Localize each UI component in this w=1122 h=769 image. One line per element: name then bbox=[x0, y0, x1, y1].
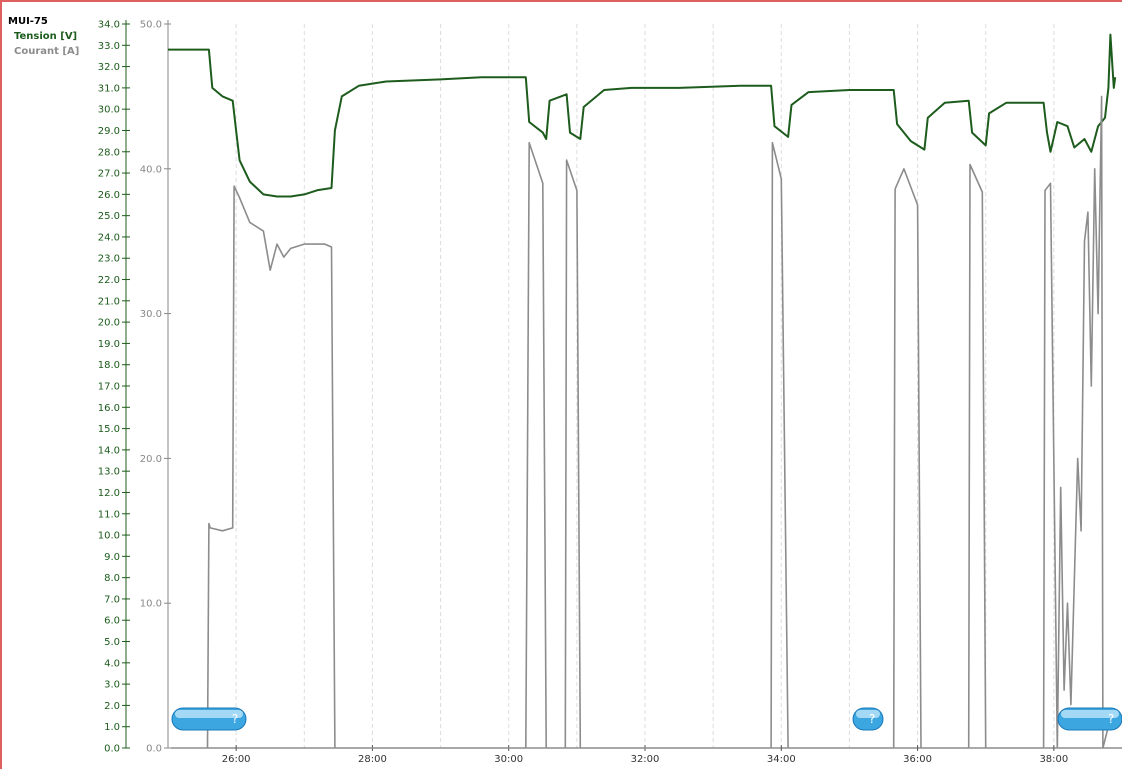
tension-tick-label: 32.0 bbox=[98, 62, 120, 73]
tension-tick-label: 13.0 bbox=[98, 467, 120, 478]
tension-series-line[interactable] bbox=[168, 33, 1117, 198]
tension-tick-label: 9.0 bbox=[104, 552, 120, 563]
courant-series-line[interactable] bbox=[206, 95, 1116, 749]
courant-tick-label: 10.0 bbox=[140, 599, 162, 610]
tension-tick-label: 20.0 bbox=[98, 318, 120, 329]
tension-tick-label: 22.0 bbox=[98, 275, 120, 286]
time-tick-label: 38:00 bbox=[1039, 754, 1068, 765]
tension-tick-label: 3.0 bbox=[104, 680, 120, 691]
tension-tick-label: 5.0 bbox=[104, 637, 120, 648]
time-tick-label: 32:00 bbox=[631, 754, 660, 765]
tension-tick-label: 19.0 bbox=[98, 339, 120, 350]
tension-tick-label: 17.0 bbox=[98, 382, 120, 393]
tension-tick-label: 2.0 bbox=[104, 701, 120, 712]
tension-tick-label: 26.0 bbox=[98, 190, 120, 201]
tension-tick-label: 23.0 bbox=[98, 254, 120, 265]
courant-tick-label: 50.0 bbox=[140, 20, 162, 31]
device-label: MUI-75 bbox=[8, 16, 48, 27]
legend-courant[interactable]: Courant [A] bbox=[14, 46, 80, 57]
tension-tick-label: 24.0 bbox=[98, 232, 120, 243]
tension-tick-label: 10.0 bbox=[98, 531, 120, 542]
courant-tick-label: 20.0 bbox=[140, 454, 162, 465]
tension-tick-label: 6.0 bbox=[104, 616, 120, 627]
legend-tension[interactable]: Tension [V] bbox=[14, 31, 78, 42]
chart-legend: MUI-75 Tension [V] Courant [A] bbox=[8, 14, 79, 59]
tension-tick-label: 1.0 bbox=[104, 722, 120, 733]
event-marker-icon-shine bbox=[856, 710, 880, 718]
courant-tick-label: 30.0 bbox=[140, 309, 162, 320]
time-tick-label: 30:00 bbox=[494, 754, 523, 765]
tension-tick-label: 30.0 bbox=[98, 105, 120, 116]
tension-tick-label: 14.0 bbox=[98, 445, 120, 456]
tension-tick-label: 29.0 bbox=[98, 126, 120, 137]
tension-tick-label: 11.0 bbox=[98, 509, 120, 520]
event-marker-icon-shine bbox=[175, 710, 243, 718]
tension-tick-label: 7.0 bbox=[104, 594, 120, 605]
tension-tick-label: 0.0 bbox=[104, 744, 120, 755]
time-tick-label: 36:00 bbox=[903, 754, 932, 765]
tension-tick-label: 31.0 bbox=[98, 83, 120, 94]
tension-tick-label: 15.0 bbox=[98, 424, 120, 435]
event-marker-icon-question-icon: ? bbox=[232, 712, 238, 726]
tension-tick-label: 12.0 bbox=[98, 488, 120, 499]
tension-tick-label: 16.0 bbox=[98, 403, 120, 414]
time-tick-label: 28:00 bbox=[358, 754, 387, 765]
event-marker-icon-question-icon: ? bbox=[1108, 712, 1114, 726]
event-marker-icon-question-icon: ? bbox=[869, 712, 875, 726]
tension-tick-label: 33.0 bbox=[98, 41, 120, 52]
tension-tick-label: 28.0 bbox=[98, 147, 120, 158]
time-tick-label: 34:00 bbox=[767, 754, 796, 765]
tension-tick-label: 34.0 bbox=[98, 20, 120, 31]
event-marker-icon-shine bbox=[1061, 710, 1119, 718]
tension-tick-label: 8.0 bbox=[104, 573, 120, 584]
tension-tick-label: 21.0 bbox=[98, 296, 120, 307]
tension-tick-label: 4.0 bbox=[104, 658, 120, 669]
tension-tick-label: 25.0 bbox=[98, 211, 120, 222]
courant-tick-label: 40.0 bbox=[140, 164, 162, 175]
time-tick-label: 26:00 bbox=[222, 754, 251, 765]
tension-tick-label: 18.0 bbox=[98, 360, 120, 371]
courant-tick-label: 0.0 bbox=[146, 744, 162, 755]
tension-tick-label: 27.0 bbox=[98, 169, 120, 180]
